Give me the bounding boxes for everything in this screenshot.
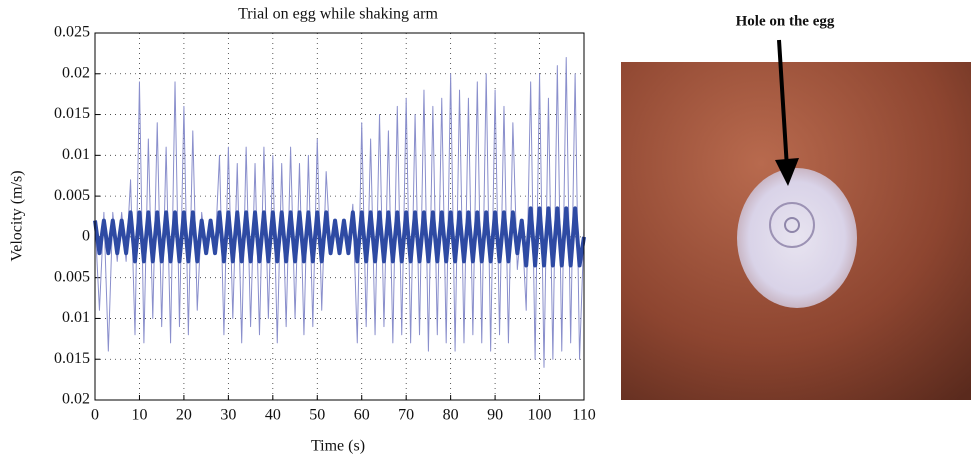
- hole-ring: [769, 202, 815, 248]
- x-tick-label: 90: [487, 407, 503, 424]
- x-tick-label: 100: [528, 407, 552, 424]
- photo: Hole on the egg: [621, 13, 971, 400]
- photo-annotation: Hole on the egg: [736, 13, 835, 29]
- x-tick-label: 40: [265, 407, 281, 424]
- y-tick-label: 0.025: [54, 24, 90, 41]
- y-tick-label: 0.005: [54, 187, 90, 204]
- y-tick-label: 0.01: [62, 309, 90, 326]
- hole-center: [784, 217, 800, 233]
- y-tick-label: 0.015: [54, 105, 90, 122]
- y-tick-label: 0.02: [62, 391, 90, 408]
- y-tick-label: 0.015: [54, 350, 90, 367]
- y-tick-label: 0.005: [54, 268, 90, 285]
- y-axis-label: Velocity (m/s): [9, 170, 26, 261]
- plot: 0 10 20 30 40 50 60 70 80 90 100 110 0.02 0.015 0.01 0.…: [54, 24, 596, 424]
- signal-line: [93, 206, 586, 268]
- y-tick-label: 0.02: [62, 64, 90, 81]
- x-tick-label: 30: [220, 407, 236, 424]
- x-axis-label: Time (s): [311, 438, 365, 455]
- y-tick-label: 0.01: [62, 146, 90, 163]
- arrow-head: [775, 158, 799, 186]
- x-tick-label: 110: [572, 407, 595, 424]
- x-tick-label: 50: [309, 407, 325, 424]
- x-tick-label: 80: [443, 407, 459, 424]
- x-tick-label: 70: [398, 407, 414, 424]
- x-tick-label: 10: [131, 407, 147, 424]
- hole: [737, 168, 857, 308]
- plot-frame: [94, 32, 585, 401]
- x-tick-label: 0: [91, 407, 99, 424]
- y-tick-label: 0: [82, 228, 90, 245]
- x-tick-label: 60: [354, 407, 370, 424]
- arrow-shaft: [777, 39, 789, 169]
- chart-title: Trial on egg while shaking arm: [238, 6, 438, 23]
- x-tick-label: 20: [176, 407, 192, 424]
